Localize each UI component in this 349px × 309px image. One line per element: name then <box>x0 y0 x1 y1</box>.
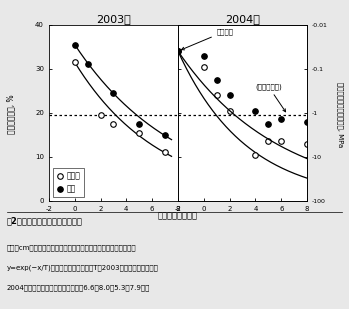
Text: 土壌の含水比, %: 土壌の含水比, % <box>6 95 15 134</box>
Title: 2004年: 2004年 <box>225 14 260 24</box>
Text: 深さ５cmまでの土壌の平均値。図中の破線は限界水分点を示す。: 深さ５cmまでの土壌の平均値。図中の破線は限界水分点を示す。 <box>7 244 136 251</box>
Text: y=exp(−x/T)で回帰した際の時定数Tは2003年の無镇圧、镇圧、: y=exp(−x/T)で回帰した際の時定数Tは2003年の無镇圧、镇圧、 <box>7 264 159 271</box>
Text: 耕うん後日数、日: 耕うん後日数、日 <box>158 212 198 221</box>
Legend: 無镇圧, 镇圧: 無镇圧, 镇圧 <box>53 167 84 197</box>
Text: 耕うん前: 耕うん前 <box>181 28 234 50</box>
Text: (限界水分点): (限界水分点) <box>255 83 285 112</box>
Text: 土壌の水分ポテンシャル, MPa: 土壌の水分ポテンシャル, MPa <box>337 82 343 147</box>
Text: 図2　耕うん後の播種床の久干燥: 図2 耕うん後の播種床の久干燥 <box>7 216 83 225</box>
Title: 2003年: 2003年 <box>96 14 131 24</box>
Text: 2004年の無镇圧、镇圧でそれぞれ　6.6、8.0、5.3、7.9日。: 2004年の無镇圧、镇圧でそれぞれ 6.6、8.0、5.3、7.9日。 <box>7 284 150 291</box>
